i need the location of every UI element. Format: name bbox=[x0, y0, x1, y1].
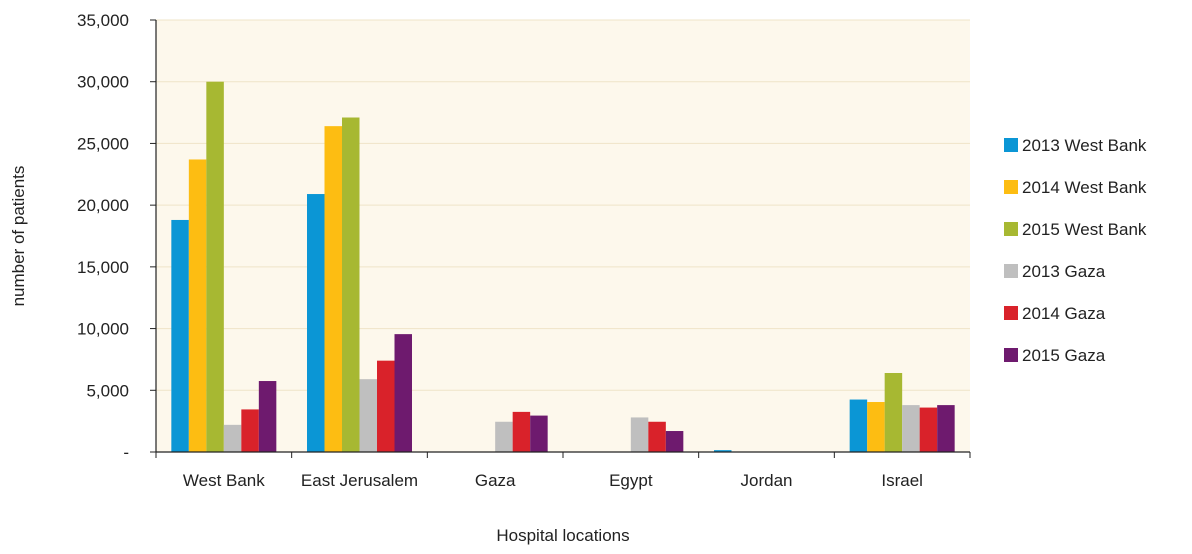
bar bbox=[324, 126, 342, 453]
gridlines bbox=[150, 19, 970, 453]
bar bbox=[937, 405, 955, 452]
bar bbox=[171, 219, 189, 452]
bar bbox=[665, 431, 684, 452]
bar bbox=[394, 334, 412, 452]
y-tick-label: 25,000 bbox=[77, 134, 129, 153]
legend-label: 2015 Gaza bbox=[1022, 346, 1106, 365]
legend-swatch bbox=[1004, 264, 1018, 278]
bar bbox=[377, 360, 395, 452]
y-tick-label: 5,000 bbox=[86, 381, 129, 400]
y-tick-label: 15,000 bbox=[77, 258, 129, 277]
bar bbox=[630, 417, 649, 452]
bar bbox=[714, 450, 732, 452]
legend-swatch bbox=[1004, 222, 1018, 236]
legend-label: 2014 West Bank bbox=[1022, 178, 1147, 197]
bar bbox=[867, 402, 885, 452]
x-tick-label: Israel bbox=[881, 471, 923, 490]
bar bbox=[902, 405, 920, 452]
x-tick-label: East Jerusalem bbox=[301, 471, 418, 490]
plot-area bbox=[156, 20, 970, 452]
x-tick-label: Gaza bbox=[475, 471, 516, 490]
bar bbox=[223, 424, 242, 452]
y-tick-label: 10,000 bbox=[77, 320, 129, 339]
y-tick-label: 35,000 bbox=[77, 11, 129, 30]
x-tick-label: Egypt bbox=[609, 471, 653, 490]
legend-label: 2013 Gaza bbox=[1022, 262, 1106, 281]
bar bbox=[648, 421, 666, 452]
legend-swatch bbox=[1004, 348, 1018, 362]
legend-label: 2013 West Bank bbox=[1022, 136, 1147, 155]
x-tick-labels: West Bank East Jerusalem Gaza Egypt Jordan Is… bbox=[183, 471, 923, 490]
bar bbox=[512, 411, 531, 452]
bar bbox=[530, 415, 548, 452]
legend-label: 2015 West Bank bbox=[1022, 220, 1147, 239]
y-tick-labels: - 5,000 10,000 15,000 20,000 25,000 30,000 35,0… bbox=[77, 11, 129, 462]
x-axis-title: Hospital locations bbox=[496, 526, 629, 545]
bar bbox=[849, 399, 868, 452]
legend: 2013 West Bank 2014 West Bank 2015 West Ba… bbox=[1004, 136, 1147, 365]
bar bbox=[359, 379, 377, 452]
y-tick-label: 30,000 bbox=[77, 73, 129, 92]
legend-swatch bbox=[1004, 306, 1018, 320]
legend-swatch bbox=[1004, 138, 1018, 152]
bar bbox=[206, 81, 224, 452]
bar bbox=[241, 409, 259, 452]
bar bbox=[495, 421, 513, 452]
y-tick-label: - bbox=[123, 443, 129, 462]
bar bbox=[342, 117, 360, 452]
legend-swatch bbox=[1004, 180, 1018, 194]
bars bbox=[171, 81, 955, 453]
x-tick-label: Jordan bbox=[741, 471, 793, 490]
bar bbox=[188, 159, 207, 452]
bar bbox=[258, 381, 277, 452]
x-tick-label: West Bank bbox=[183, 471, 265, 490]
legend-label: 2014 Gaza bbox=[1022, 304, 1106, 323]
bar bbox=[919, 407, 938, 452]
y-axis-title: number of patients bbox=[9, 166, 28, 307]
bar bbox=[884, 373, 903, 452]
bar bbox=[307, 194, 325, 452]
y-tick-label: 20,000 bbox=[77, 196, 129, 215]
axes bbox=[155, 20, 971, 458]
